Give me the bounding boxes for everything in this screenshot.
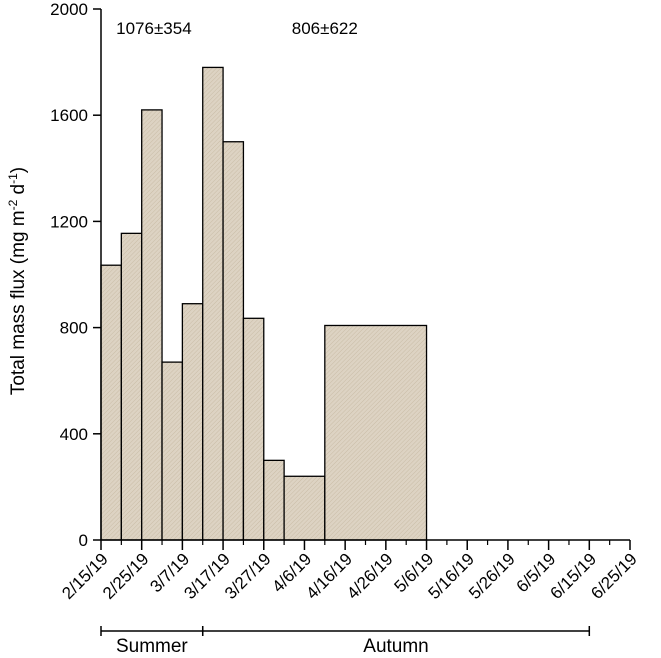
bar-0 [100, 264, 122, 541]
annotation-1: 806±622 [292, 19, 358, 38]
bars [100, 66, 428, 541]
y-label-sup1: -2 [6, 199, 20, 210]
y-tick-label-400: 400 [60, 425, 88, 444]
x-tick-label-7: 4/26/19 [343, 549, 397, 603]
y-tick-label-1200: 1200 [50, 212, 88, 231]
y-tick-label-0: 0 [79, 531, 88, 550]
y-label-main: Total mass flux (mg m [8, 210, 29, 395]
season-label-1: Autumn [363, 636, 428, 657]
y-tick-label-2000: 2000 [50, 0, 88, 19]
bar-9 [283, 475, 326, 541]
annotations: 1076±354 806±622 [116, 19, 358, 38]
season-brackets: Summer Autumn [100, 626, 591, 657]
y-label-end: ) [8, 167, 29, 173]
bar-6 [222, 141, 245, 541]
x-tick-label-1: 2/25/19 [99, 549, 153, 603]
season-label-0: Summer [116, 636, 188, 657]
bar-4 [181, 303, 204, 541]
bar-8 [263, 459, 285, 541]
bar-5 [202, 66, 224, 541]
x-tick-label-13: 6/25/19 [587, 549, 641, 603]
y-ticks: 0 400 800 1200 1600 2000 [50, 0, 101, 550]
y-tick-label-1600: 1600 [50, 106, 88, 125]
y-label-mid: d [8, 184, 29, 200]
y-axis-label: Total mass flux (mg m-2 d-1) [6, 167, 29, 395]
x-tick-label-4: 3/27/19 [221, 549, 275, 603]
y-tick-label-800: 800 [60, 319, 88, 338]
bar-1 [120, 232, 143, 541]
bar-3 [161, 361, 184, 541]
annotation-0: 1076±354 [116, 19, 192, 38]
x-tick-label-10: 5/26/19 [465, 549, 519, 603]
x-ticks: 2/15/192/25/193/7/193/17/193/27/194/6/19… [58, 540, 641, 603]
y-label-sup2: -1 [6, 173, 20, 184]
bar-7 [242, 317, 265, 541]
bar-2 [141, 109, 163, 541]
bar-10 [324, 324, 428, 541]
